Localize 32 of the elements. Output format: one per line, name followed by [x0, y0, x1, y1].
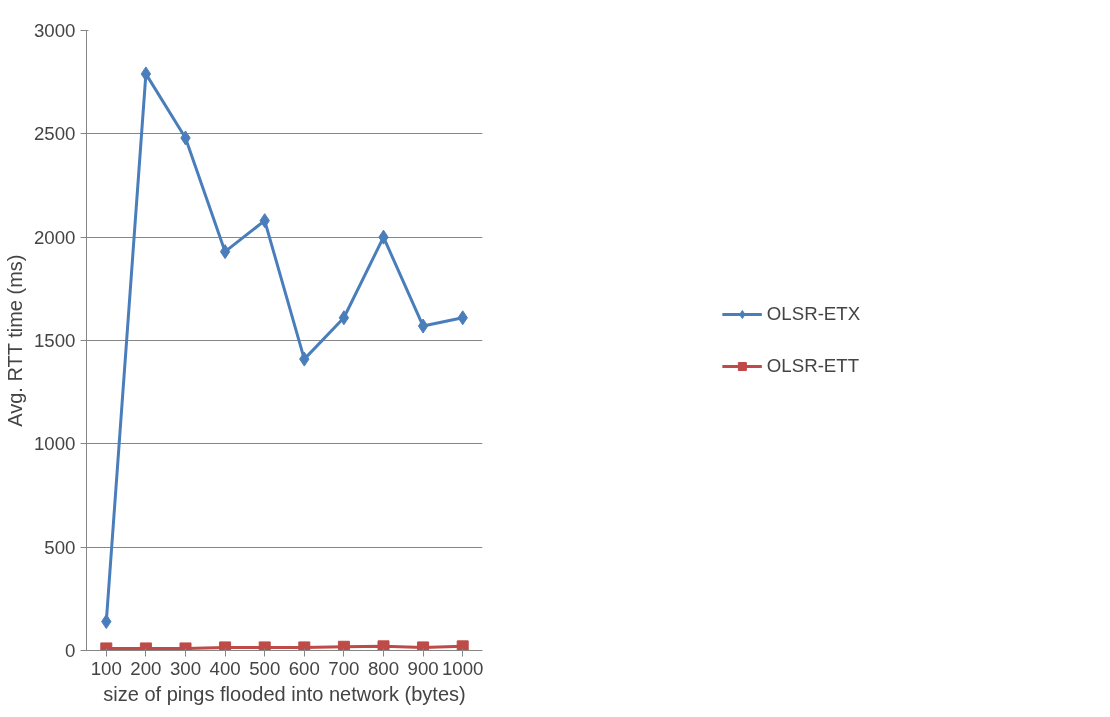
x-axis-title: size of pings flooded into network (bytes) — [103, 682, 466, 705]
y-tick-label: 500 — [44, 536, 76, 558]
x-tick-label: 200 — [130, 657, 162, 679]
legend-label: OLSR-ETT — [766, 355, 860, 377]
x-tick-label: 500 — [249, 657, 281, 679]
legend-label: OLSR-ETX — [766, 303, 861, 325]
x-tick-label: 700 — [328, 657, 360, 679]
point — [337, 640, 350, 651]
x-tick-label: 300 — [169, 657, 202, 679]
point — [140, 66, 152, 82]
point — [456, 640, 469, 651]
x-tick-label: 1000 — [441, 657, 484, 679]
point — [258, 641, 271, 651]
point — [417, 318, 429, 334]
point — [338, 310, 350, 326]
point — [219, 244, 231, 260]
x-tick-label: 900 — [407, 657, 439, 679]
y-axis-title: Avg. RTT time (ms) — [4, 254, 26, 427]
point — [377, 640, 390, 651]
y-tick-label: 0 — [65, 640, 76, 661]
x-tick-label: 400 — [209, 657, 241, 679]
y-tick-label: 3000 — [34, 20, 76, 41]
x-tick-label: 600 — [288, 657, 320, 679]
y-tick-label: 1500 — [34, 330, 76, 351]
y-tick-label: 1000 — [34, 433, 76, 455]
point — [417, 641, 430, 651]
point — [219, 641, 232, 651]
point — [298, 641, 311, 651]
y-tick-label: 2500 — [34, 123, 76, 145]
y-tick-label: 2000 — [34, 226, 76, 248]
x-tick-label: 100 — [90, 657, 122, 679]
x-tick-label: 800 — [367, 657, 400, 679]
